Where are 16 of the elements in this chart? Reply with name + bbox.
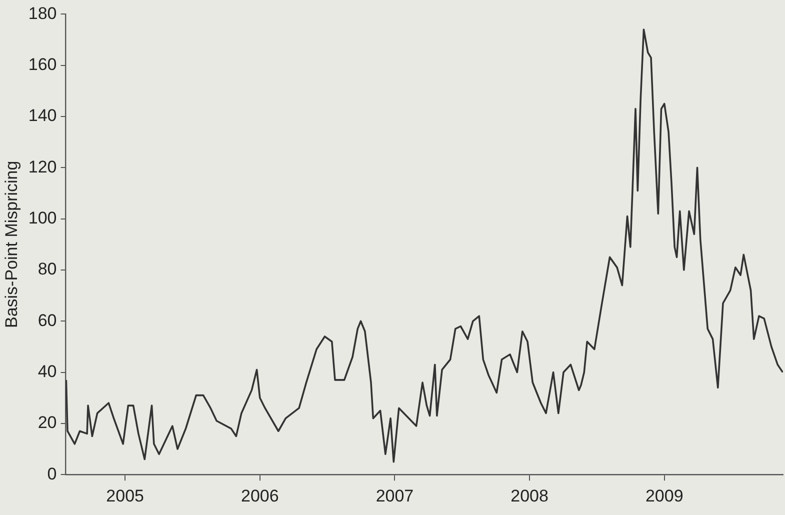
- y-tick-label: 100: [28, 208, 57, 228]
- y-tick-label: 180: [28, 4, 57, 23]
- y-tick-label: 40: [38, 362, 57, 381]
- y-tick-label: 0: [47, 464, 57, 484]
- x-tick-label: 2006: [240, 486, 279, 506]
- x-tick-label: 2007: [376, 486, 414, 506]
- x-tick-label: 2008: [510, 486, 548, 506]
- x-tick-label: 2005: [106, 486, 144, 506]
- y-tick-label: 60: [38, 310, 57, 330]
- y-tick-label: 20: [38, 413, 57, 432]
- y-tick-label: 120: [28, 157, 57, 176]
- x-tick-label: 2009: [645, 486, 684, 506]
- y-tick-label: 160: [28, 55, 57, 74]
- y-axis-title: Basis-Point Mispricing: [2, 160, 21, 328]
- y-tick-label: 140: [28, 106, 57, 126]
- y-tick-label: 80: [38, 260, 57, 279]
